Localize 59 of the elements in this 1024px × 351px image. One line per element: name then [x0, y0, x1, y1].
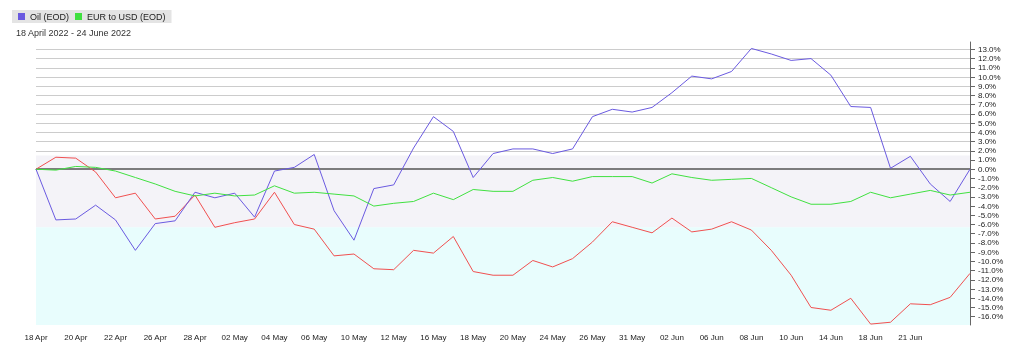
y-tick-label: 5.0%: [978, 118, 997, 128]
y-tick-label: 12.0%: [978, 54, 1001, 64]
y-tick-label: 9.0%: [978, 81, 997, 91]
y-tick-label: -15.0%: [978, 302, 1004, 312]
y-tick-label: -7.0%: [978, 229, 999, 239]
x-tick-label: 14 Jun: [818, 332, 843, 342]
y-tick-label: 11.0%: [978, 63, 1001, 73]
y-tick-label: -1.0%: [978, 173, 999, 183]
x-tick-label: 24 May: [539, 332, 566, 342]
y-tick-label: -3.0%: [978, 192, 999, 202]
x-tick-label: 08 Jun: [739, 332, 764, 342]
y-tick-label: -6.0%: [978, 220, 999, 230]
x-tick-label: 18 Jun: [858, 332, 883, 342]
y-tick-label: 6.0%: [978, 109, 997, 119]
line-series: [35, 165, 971, 207]
y-tick-label: 4.0%: [978, 127, 997, 137]
line-series: [35, 156, 971, 325]
y-tick-label: -5.0%: [978, 210, 999, 220]
chart-subtitle: 18 April 2022 - 24 June 2022: [16, 27, 132, 38]
x-tick-label: 22 Apr: [103, 332, 128, 342]
x-tick-label: 10 Jun: [779, 332, 804, 342]
y-tick-label: 7.0%: [978, 100, 997, 110]
x-tick-label: 21 Jun: [898, 332, 923, 342]
legend-label: EUR to USD (EOD): [87, 11, 166, 22]
y-tick-label: -11.0%: [978, 266, 1003, 276]
y-tick-label: 0.0%: [978, 164, 997, 174]
legend-label: Oil (EOD): [30, 11, 69, 22]
x-tick-label: 28 Apr: [183, 332, 207, 342]
y-tick-label: -14.0%: [978, 293, 1004, 303]
x-tick-label: 18 May: [460, 332, 487, 342]
x-tick-label: 18 Apr: [24, 332, 48, 342]
x-tick-label: 02 May: [221, 332, 248, 342]
x-tick-label: 26 Apr: [143, 332, 168, 342]
y-tick-label: -16.0%: [978, 312, 1004, 322]
y-tick-label: 3.0%: [978, 137, 997, 147]
x-tick-label: 02 Jun: [659, 332, 684, 342]
y-tick-label: -8.0%: [978, 238, 999, 248]
y-tick-label: 8.0%: [978, 90, 997, 100]
x-tick-label: 04 May: [261, 332, 288, 342]
line-series: [35, 47, 971, 251]
y-tick-label: 10.0%: [978, 72, 1001, 82]
x-tick-label: 10 May: [340, 332, 368, 342]
x-tick-label: 16 May: [420, 332, 447, 342]
y-tick-label: -9.0%: [978, 247, 999, 257]
y-tick-label: -13.0%: [978, 284, 1004, 294]
y-tick-label: -12.0%: [978, 275, 1004, 285]
y-tick-label: -4.0%: [978, 201, 999, 211]
x-tick-label: 06 May: [301, 332, 328, 342]
x-tick-label: 20 Apr: [64, 332, 88, 342]
y-tick-label: -2.0%: [978, 183, 999, 193]
x-tick-label: 26 May: [579, 332, 606, 342]
y-tick-label: 1.0%: [978, 155, 997, 165]
y-tick-label: -10.0%: [978, 256, 1004, 266]
y-tick-label: 2.0%: [978, 146, 997, 156]
x-tick-label: 06 Jun: [699, 332, 724, 342]
x-tick-label: 12 May: [380, 332, 407, 342]
x-tick-label: 31 May: [619, 332, 646, 342]
x-tick-label: 20 May: [499, 332, 527, 342]
y-tick-label: 13.0%: [978, 44, 1001, 54]
